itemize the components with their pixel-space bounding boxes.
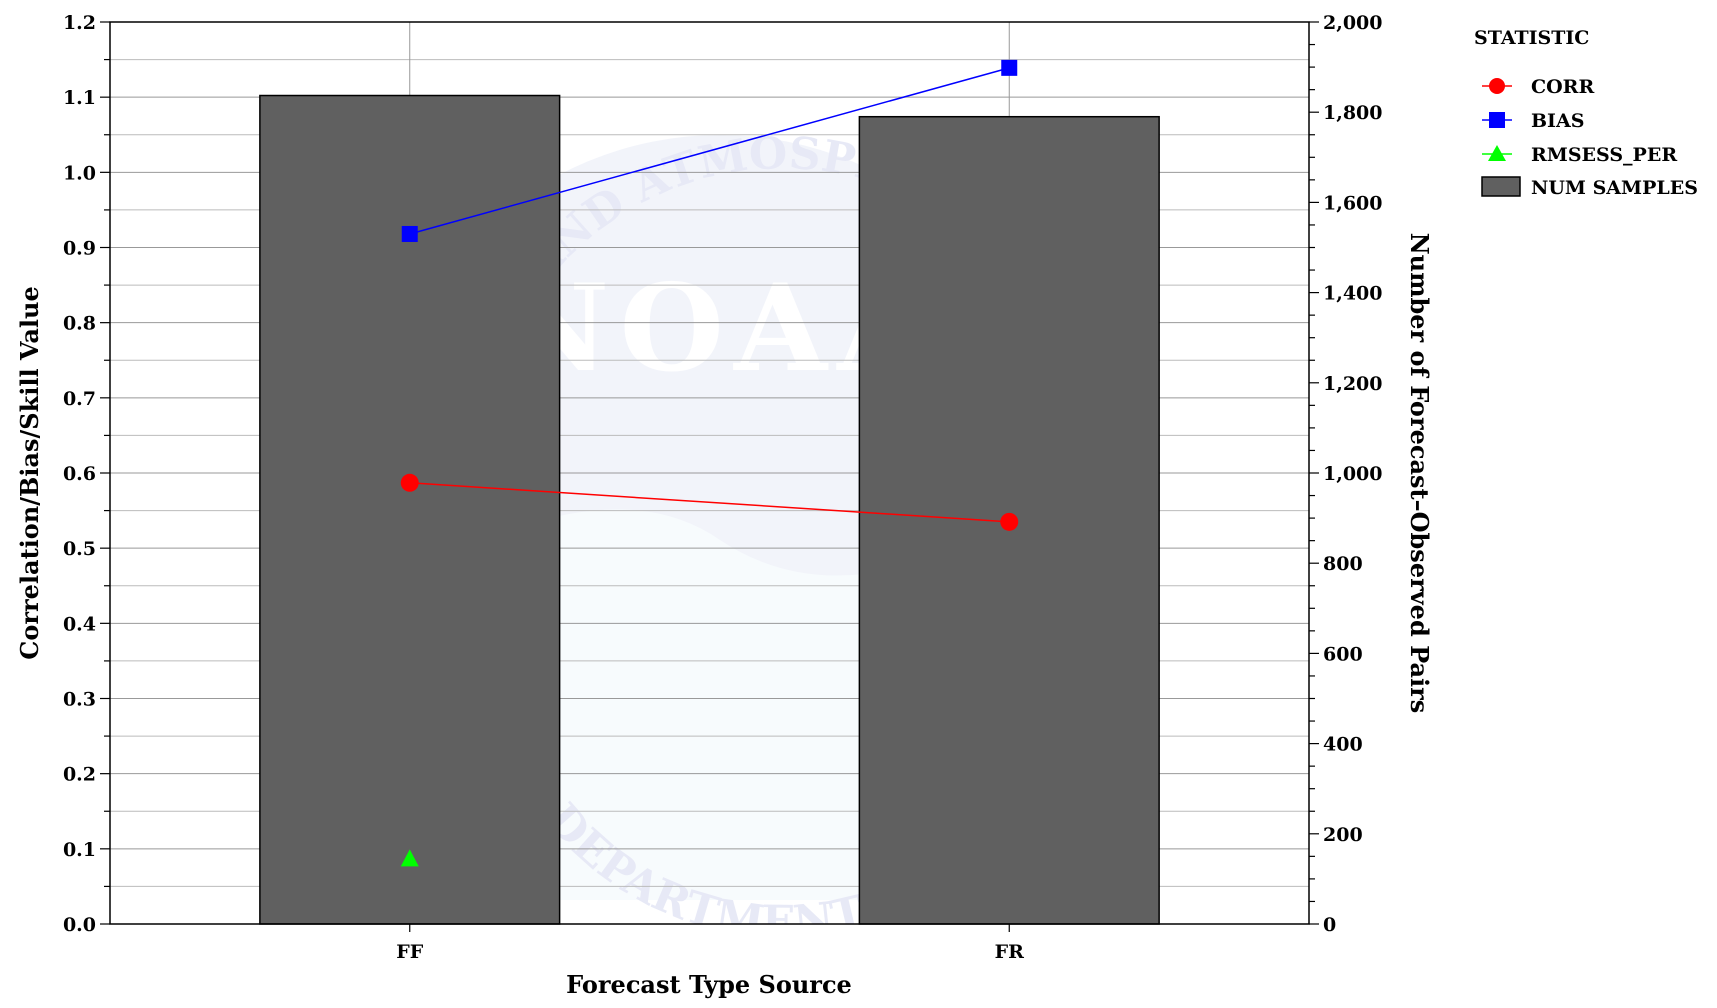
y-left-tick-label: 0.0 [63,914,96,936]
y-left-tick-label: 0.9 [63,238,96,260]
legend-item-corr: CORR [1482,76,1594,98]
legend-rmsess-marker [1488,145,1506,161]
legend-bias-marker [1489,112,1505,128]
y-axis-left-title: Correlation/Bias/Skill Value [15,286,44,659]
series-line-bias [409,67,1010,235]
legend-title: STATISTIC [1474,27,1589,49]
y-right-tick-label: 1,000 [1323,463,1383,485]
marker-rmsess-per [400,849,419,867]
y-right-tick-label: 600 [1323,643,1363,665]
y-right-tick-label: 0 [1323,914,1336,936]
y-right-tick-label: 1,200 [1323,373,1383,395]
series-line-corr [409,482,1010,523]
marker-bias [401,225,418,242]
legend-bias-label: BIAS [1531,110,1584,132]
y-left-tick-label: 0.6 [63,463,96,485]
legend-num-samples-swatch [1481,176,1521,197]
series-lines-layer [409,67,1010,523]
x-axis: FF FR [396,924,1024,963]
y-right-tick-label: 1,400 [1323,283,1383,305]
x-tick-label: FF [396,941,423,963]
legend-corr-marker [1489,78,1505,94]
bar-num-samples [259,94,561,925]
legend: STATISTIC CORR BIAS RMSESS_PER NUM SAMPL… [1474,27,1698,199]
y-left-tick-label: 0.1 [63,839,96,861]
y-left-tick-label: 0.7 [63,388,96,410]
y-left-tick-label: 1.2 [63,12,96,34]
x-axis-title: Forecast Type Source [566,970,852,999]
y-left-tick-label: 0.3 [63,689,96,711]
y-left-tick-label: 1.1 [63,87,96,109]
y-right-tick-label: 200 [1323,824,1363,846]
y-left-tick-label: 0.4 [63,613,96,635]
legend-rmsess-label: RMSESS_PER [1531,144,1677,166]
watermark-center-text: NOAA [500,258,940,399]
marker-bias [1001,59,1018,76]
y-right-tick-label: 800 [1323,553,1363,575]
y-right-tick-label: 1,800 [1323,102,1383,124]
y-axis-right-title: Number of Forecast–Observed Pairs [1405,233,1434,714]
left-axis: 0.0 0.1 0.2 0.3 0.4 0.5 0.6 0.7 0.8 0.9 1.0 1.1 1.2 [63,12,110,936]
x-tick-label: FR [995,941,1024,963]
legend-num-samples-label: NUM SAMPLES [1531,177,1698,199]
legend-corr-label: CORR [1531,76,1594,98]
y-right-tick-label: 2,000 [1323,12,1383,34]
y-left-tick-label: 0.8 [63,313,96,335]
y-right-tick-label: 1,600 [1323,192,1383,214]
legend-item-bias: BIAS [1482,110,1584,132]
y-right-tick-label: 400 [1323,734,1363,756]
legend-item-num-samples: NUM SAMPLES [1481,176,1698,199]
marker-corr [1000,512,1019,531]
legend-item-rmsess-per: RMSESS_PER [1482,144,1677,166]
y-left-tick-label: 1.0 [63,162,96,184]
y-left-tick-label: 0.5 [63,538,96,560]
right-axis: 0 200 400 600 800 1,000 1,200 1,400 1,600 1,800 2,… [1309,12,1383,936]
marker-corr [400,473,419,492]
series-markers-layer [400,59,1019,867]
y-left-tick-label: 0.2 [63,764,96,786]
